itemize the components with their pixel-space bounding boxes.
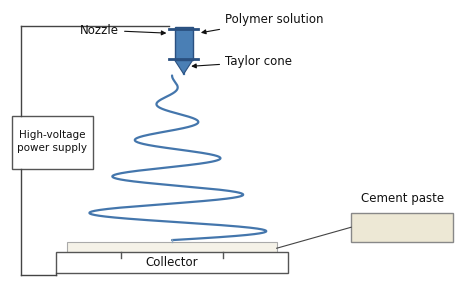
FancyBboxPatch shape <box>67 242 277 258</box>
FancyBboxPatch shape <box>175 27 193 60</box>
Polygon shape <box>175 60 193 74</box>
FancyBboxPatch shape <box>12 116 93 169</box>
Text: Collector: Collector <box>146 256 199 269</box>
Text: Nozzle: Nozzle <box>80 24 165 37</box>
Text: High-voltage: High-voltage <box>19 130 86 140</box>
FancyBboxPatch shape <box>351 213 453 242</box>
Text: Polymer solution: Polymer solution <box>202 13 324 34</box>
Text: Taylor cone: Taylor cone <box>193 55 292 69</box>
Text: Cement paste: Cement paste <box>361 192 444 205</box>
FancyBboxPatch shape <box>56 252 288 273</box>
Text: power supply: power supply <box>17 143 87 153</box>
